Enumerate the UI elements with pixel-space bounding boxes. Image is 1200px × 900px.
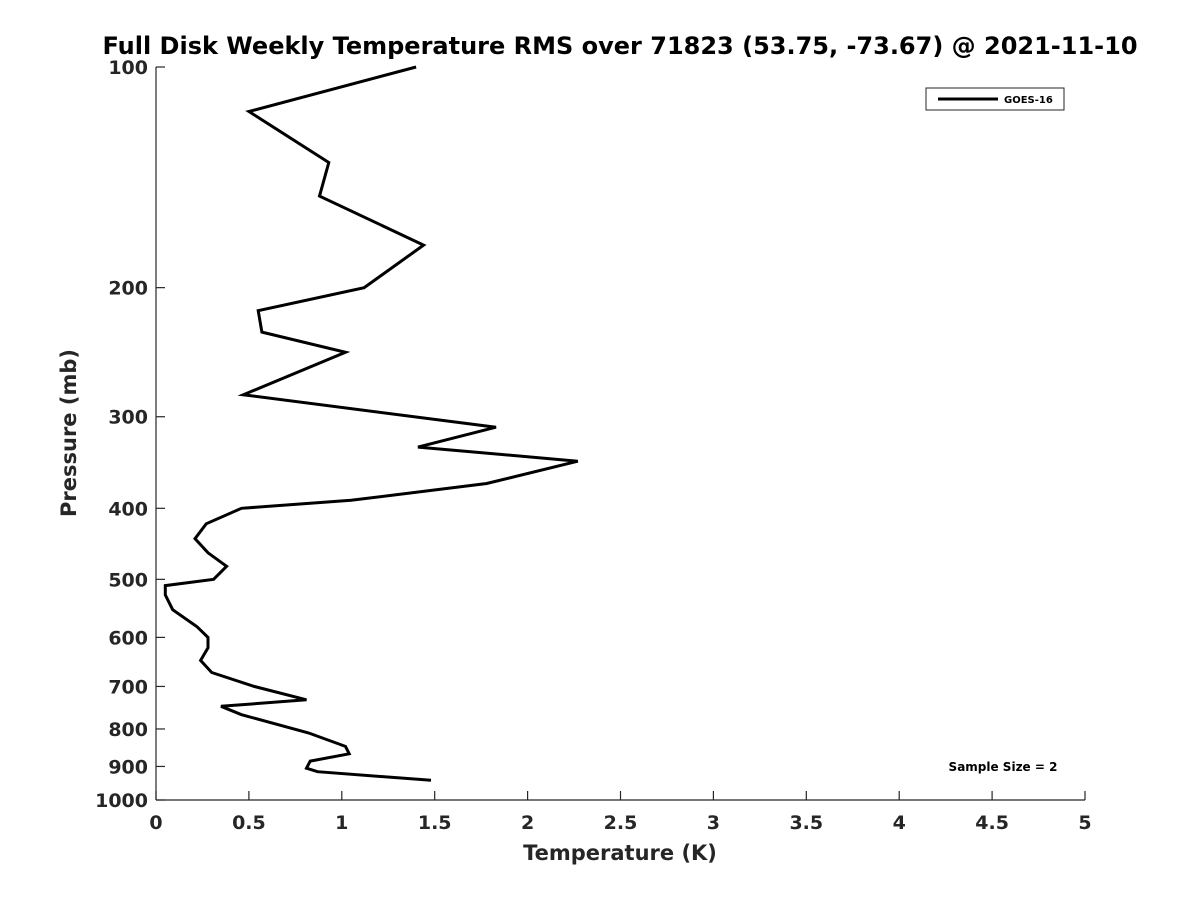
x-axis-label: Temperature (K) bbox=[523, 841, 717, 865]
series-layer bbox=[163, 65, 579, 782]
y-tick-label: 1000 bbox=[95, 790, 148, 812]
chart-title: Full Disk Weekly Temperature RMS over 71… bbox=[102, 32, 1137, 60]
x-tick-label: 1.5 bbox=[418, 812, 452, 834]
x-axis: 0 0.5 1 1.5 2 2.5 3 3.5 4 4.5 5 bbox=[149, 791, 1092, 834]
y-tick-label: 400 bbox=[108, 498, 148, 520]
legend: GOES-16 bbox=[925, 87, 1065, 111]
y-axis: 100 200 300 400 500 600 700 800 900 1000 bbox=[95, 57, 165, 812]
y-tick-label: 800 bbox=[108, 719, 148, 741]
y-tick-label: 500 bbox=[108, 569, 148, 591]
y-tick-label: 300 bbox=[108, 407, 148, 429]
y-tick-label: 100 bbox=[108, 57, 148, 79]
x-tick-label: 3 bbox=[707, 812, 720, 834]
y-tick-label: 600 bbox=[108, 627, 148, 649]
x-tick-label: 4.5 bbox=[975, 812, 1009, 834]
x-tick-label: 4 bbox=[893, 812, 906, 834]
x-tick-label: 2.5 bbox=[604, 812, 638, 834]
y-axis-label: Pressure (mb) bbox=[57, 349, 81, 517]
y-tick-label: 900 bbox=[108, 756, 148, 778]
series-line-goes-16 bbox=[163, 65, 579, 782]
y-tick-label: 700 bbox=[108, 676, 148, 698]
x-tick-label: 0 bbox=[149, 812, 162, 834]
x-tick-label: 2 bbox=[521, 812, 534, 834]
x-tick-label: 5 bbox=[1078, 812, 1091, 834]
sample-size-annotation: Sample Size = 2 bbox=[949, 760, 1058, 774]
x-tick-label: 1 bbox=[335, 812, 348, 834]
x-tick-label: 0.5 bbox=[232, 812, 266, 834]
y-tick-label: 200 bbox=[108, 278, 148, 300]
x-tick-label: 3.5 bbox=[789, 812, 823, 834]
legend-entry-label: GOES-16 bbox=[1004, 95, 1053, 106]
